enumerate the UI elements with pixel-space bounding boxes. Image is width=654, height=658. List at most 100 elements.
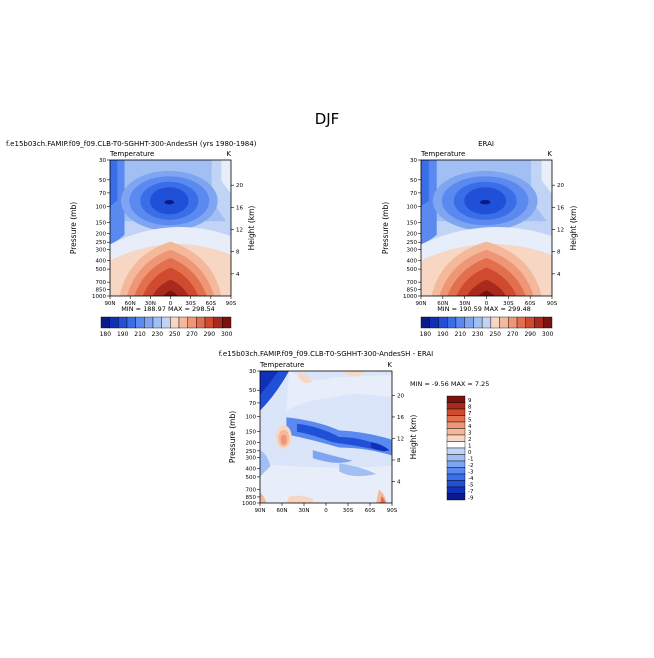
ytick-label: 70	[249, 401, 256, 407]
colorbar-label: 2	[468, 437, 472, 443]
colorbar-box	[118, 316, 128, 329]
y2tick-label: 16	[397, 415, 404, 421]
ytick-label: 50	[249, 388, 256, 394]
colorbar-label: 290	[204, 331, 216, 338]
panel-model-y2ticks: 20 16 12 8 4	[231, 183, 243, 278]
colorbar-box	[508, 316, 518, 329]
colorbar-label: 230	[472, 331, 484, 338]
panel-model-y2label: Height (km)	[247, 206, 256, 251]
y2tick-label: 8	[557, 250, 561, 256]
panel-model: f.e15b03ch.FAMIP.f09_f09.CLB-T0-SGHHT-30…	[6, 140, 257, 338]
panel-erai: ERAI Temperature K 305070100150200250300…	[381, 140, 578, 338]
xtick-label: 30N	[459, 301, 470, 307]
xtick-label: 0	[324, 508, 328, 514]
colorbar-box	[187, 316, 197, 329]
ytick-label: 150	[246, 430, 257, 436]
colorbar-label: 300	[542, 331, 554, 338]
panel-erai-y2label: Height (km)	[569, 206, 578, 251]
colorbar-box	[152, 316, 162, 329]
colorbar-box	[170, 316, 180, 329]
xtick-label: 60S	[525, 301, 536, 307]
y2tick-label: 8	[397, 458, 401, 464]
xtick-label: 30S	[503, 301, 514, 307]
colorbar-label: 190	[437, 331, 449, 338]
colorbar-label: 4	[468, 424, 472, 430]
y2tick-label: 12	[397, 436, 404, 442]
colorbar-box	[446, 467, 466, 475]
colorbar-box	[543, 316, 553, 329]
xtick-label: 30S	[185, 301, 196, 307]
xtick-label: 90N	[415, 301, 426, 307]
colorbar-box	[446, 480, 466, 488]
colorbar-box	[446, 473, 466, 481]
colorbar-label: 5	[468, 417, 472, 423]
ytick-label: 200	[246, 440, 257, 446]
y2tick-label: 8	[236, 250, 240, 256]
colorbar-label: 8	[468, 404, 472, 410]
ytick-label: 700	[407, 280, 418, 286]
colorbar-box	[499, 316, 509, 329]
panel-diff-y2label: Height (km)	[409, 415, 418, 460]
panel-erai-stats: MIN = 190.59 MAX = 299.48	[437, 305, 531, 313]
y2tick-label: 4	[397, 479, 401, 485]
ytick-label: 150	[407, 220, 418, 226]
colorbar-box	[446, 441, 466, 449]
colorbar-label: -5	[468, 482, 474, 488]
ytick-label: 400	[407, 258, 418, 264]
panel-diff-right-label: K	[387, 361, 392, 369]
ytick-label: 150	[96, 220, 107, 226]
xtick-label: 30N	[145, 301, 156, 307]
colorbar-box	[196, 316, 206, 329]
colorbar-box	[473, 316, 483, 329]
panel-diff-xticks: 90N 60N 30N 0 30S 60S 90S	[254, 503, 398, 514]
xtick-label: 90S	[226, 301, 237, 307]
colorbar-label: 290	[524, 331, 536, 338]
colorbar-box	[516, 316, 526, 329]
colorbar-label: 0	[468, 450, 472, 456]
colorbar-box	[464, 316, 474, 329]
ytick-label: 850	[407, 288, 418, 294]
ytick-label: 400	[96, 258, 107, 264]
panel-diff-y2ticks: 20 16 12 8 4	[392, 393, 404, 485]
panel-erai-left-label: Temperature	[420, 150, 465, 158]
colorbar-label: -9	[468, 495, 474, 501]
panel-diff-title: f.e15b03ch.FAMIP.f09_f09.CLB-T0-SGHHT-30…	[219, 350, 434, 358]
y2tick-label: 20	[397, 393, 404, 399]
colorbar-box	[222, 316, 232, 329]
colorbar-box	[447, 316, 457, 329]
ytick-label: 400	[246, 467, 257, 473]
xtick-label: 60N	[437, 301, 448, 307]
ytick-label: 1000	[242, 501, 256, 507]
colorbar-box	[420, 316, 430, 329]
xtick-label: 60N	[276, 508, 287, 514]
panel-erai-colorbar: 180 190 210 230 250 270 290 300	[420, 316, 554, 338]
ytick-label: 50	[410, 178, 417, 184]
ytick-label: 30	[249, 369, 256, 375]
y2tick-label: 20	[557, 183, 564, 189]
colorbar-box	[534, 316, 544, 329]
colorbar-label: 7	[468, 411, 472, 417]
colorbar-box	[481, 316, 492, 329]
colorbar-label: 300	[221, 331, 233, 338]
colorbar-label: 250	[169, 331, 181, 338]
colorbar-box	[446, 408, 466, 416]
ytick-label: 200	[96, 232, 107, 238]
ytick-label: 100	[246, 414, 257, 420]
xtick-label: 60S	[365, 508, 376, 514]
colorbar-label: 250	[490, 331, 502, 338]
colorbar-label: 3	[468, 430, 472, 436]
y2tick-label: 12	[557, 228, 564, 234]
colorbar-label: 180	[100, 331, 112, 338]
panel-model-field	[110, 160, 231, 296]
panel-erai-xticks: 90N 60N 30N 0 30S 60S 90S	[415, 296, 558, 307]
ytick-label: 1000	[92, 294, 106, 300]
ytick-label: 200	[407, 232, 418, 238]
ytick-label: 300	[407, 247, 418, 253]
colorbar-label: 9	[468, 398, 472, 404]
panel-diff: f.e15b03ch.FAMIP.f09_f09.CLB-T0-SGHHT-30…	[219, 350, 490, 514]
panel-model-stats: MIN = 188.97 MAX = 298.54	[121, 305, 215, 313]
panel-diff-left-label: Temperature	[259, 361, 304, 369]
panel-erai-field	[421, 160, 552, 296]
xtick-label: 30N	[298, 508, 309, 514]
